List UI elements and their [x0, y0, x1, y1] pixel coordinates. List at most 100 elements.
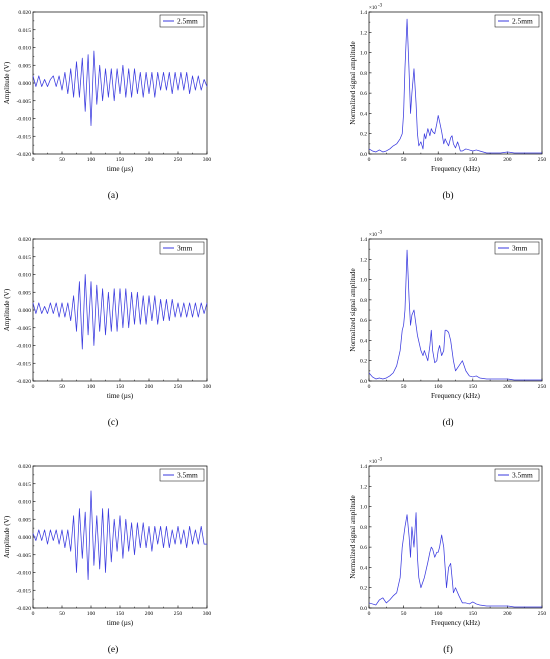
plot-frame	[368, 238, 543, 382]
legend-entry: 3mm	[512, 244, 527, 253]
legend-box	[159, 14, 205, 28]
y-tick-label: -0.010	[17, 571, 32, 577]
x-tick-label: 200	[503, 157, 512, 163]
y-tick-label: -0.020	[17, 606, 32, 612]
y-tick-label: 0.4	[360, 111, 367, 117]
y-tick-label: -0.010	[17, 117, 32, 123]
chart-panel: 0 50 100 150 200 250 300 -0.020 -0.015 -0.010 -0.0…	[3, 10, 211, 173]
y-tick-label: -0.020	[17, 152, 32, 158]
x-tick-label: 0	[32, 611, 35, 617]
x-tick-label: 300	[203, 157, 212, 163]
y-tick-label: 0.020	[18, 237, 31, 243]
chart-panel: 0 50 100 150 200 250 300 -0.020 -0.015 -0.010 -0.0…	[3, 464, 211, 627]
y-axis-label: Normalized signal amplitude	[349, 268, 357, 351]
y-axis-label: Amplitude (V)	[3, 288, 11, 331]
plot-frame	[32, 465, 208, 609]
y-tick-label: 0.0	[360, 379, 367, 385]
y-axis-label: Normalized signal amplitude	[349, 41, 357, 124]
axis-multiplier-exponent: -3	[378, 231, 383, 236]
series-line	[368, 512, 542, 608]
axis-multiplier: ×10	[369, 460, 377, 465]
x-tick-label: 50	[59, 157, 65, 163]
series-line	[368, 18, 542, 154]
x-tick-label: 200	[145, 157, 154, 163]
y-tick-label: 0.000	[18, 535, 31, 541]
axis-multiplier-exponent: -3	[378, 4, 383, 9]
x-tick-label: 250	[174, 611, 183, 617]
x-tick-label: 50	[401, 157, 407, 163]
legend-entry: 3.5mm	[177, 471, 198, 480]
y-tick-label: 0.015	[18, 482, 31, 488]
legend-entry: 3.5mm	[512, 471, 533, 480]
x-tick-label: 250	[538, 157, 547, 163]
y-tick-label: 0.6	[360, 545, 367, 551]
x-tick-label: 200	[503, 611, 512, 617]
y-tick-label: 1.0	[360, 51, 367, 57]
y-tick-label: -0.005	[17, 99, 32, 105]
panel-label: (f)	[443, 644, 453, 655]
legend-entry: 3mm	[177, 244, 192, 253]
x-tick-label: 250	[174, 384, 183, 390]
y-tick-label: -0.015	[17, 134, 32, 140]
y-tick-label: 1.0	[360, 505, 367, 511]
series-line	[32, 274, 208, 350]
chart-panel: 0 50 100 150 200 250 0.0 0.2 0.4 0.6 0.8 1.0 1.2 1.4 F…	[349, 458, 546, 628]
y-tick-label: 0.010	[18, 500, 31, 506]
series-line	[32, 50, 208, 126]
y-tick-label: 1.2	[360, 30, 367, 36]
x-tick-label: 0	[32, 157, 35, 163]
y-tick-label: 0.015	[18, 28, 31, 34]
legend-entry: 2.5mm	[177, 17, 198, 26]
y-tick-label: 0.8	[360, 525, 367, 531]
plot-frame	[368, 11, 543, 155]
x-axis-label: Frequency (kHz)	[431, 165, 481, 173]
x-tick-label: 250	[538, 384, 547, 390]
y-tick-label: -0.005	[17, 326, 32, 332]
y-tick-label: 0.8	[360, 298, 367, 304]
axis-multiplier: ×10	[369, 6, 377, 11]
legend-box	[159, 241, 205, 255]
panel-label: (d)	[442, 417, 453, 428]
y-tick-label: 0.4	[360, 565, 367, 571]
y-axis-label: Normalized signal amplitude	[349, 495, 357, 578]
y-tick-label: 0.000	[18, 81, 31, 87]
chart-panel: 0 50 100 150 200 250 0.0 0.2 0.4 0.6 0.8 1.0 1.2 1.4 F…	[349, 4, 546, 174]
x-tick-label: 300	[203, 384, 212, 390]
y-tick-label: 0.010	[18, 273, 31, 279]
panel-label: (b)	[442, 190, 453, 201]
x-tick-label: 150	[469, 384, 478, 390]
x-axis-label: Frequency (kHz)	[431, 392, 481, 400]
x-tick-label: 100	[434, 611, 443, 617]
legend-box	[494, 468, 540, 482]
y-tick-label: 1.0	[360, 278, 367, 284]
x-tick-label: 100	[434, 157, 443, 163]
panel-label: (c)	[108, 417, 119, 428]
y-tick-label: 0.020	[18, 10, 31, 16]
x-tick-label: 150	[116, 611, 125, 617]
y-tick-label: 0.6	[360, 318, 367, 324]
x-tick-label: 100	[87, 611, 96, 617]
y-tick-label: 0.0	[360, 152, 367, 158]
y-axis-label: Amplitude (V)	[3, 61, 11, 104]
x-axis-label: time (µs)	[107, 392, 134, 400]
y-tick-label: 0.005	[18, 63, 31, 69]
axis-multiplier-exponent: -3	[378, 458, 383, 463]
y-tick-label: -0.015	[17, 588, 32, 594]
y-axis-label: Amplitude (V)	[3, 515, 11, 558]
y-tick-label: 0.0	[360, 606, 367, 612]
x-tick-label: 0	[368, 611, 371, 617]
y-tick-label: -0.005	[17, 553, 32, 559]
y-tick-label: 1.4	[360, 237, 367, 243]
y-tick-label: 0.005	[18, 290, 31, 296]
x-tick-label: 300	[203, 611, 212, 617]
x-tick-label: 50	[59, 611, 65, 617]
legend-box	[494, 14, 540, 28]
legend-entry: 2.5mm	[512, 17, 533, 26]
y-tick-label: 0.010	[18, 46, 31, 52]
y-tick-label: 0.005	[18, 517, 31, 523]
legend-box	[159, 468, 205, 482]
y-tick-label: 0.8	[360, 71, 367, 77]
x-tick-label: 50	[59, 384, 65, 390]
y-tick-label: 0.015	[18, 255, 31, 261]
x-tick-label: 100	[87, 157, 96, 163]
